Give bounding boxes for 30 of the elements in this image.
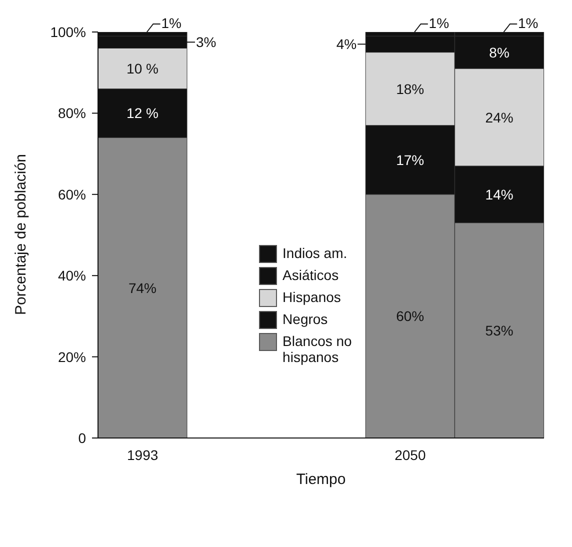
y-tick-label: 60% xyxy=(58,186,86,202)
y-tick-label: 0 xyxy=(78,430,86,446)
data-label: 18% xyxy=(396,80,424,97)
data-label: 24% xyxy=(485,109,514,126)
y-tick-label: 40% xyxy=(58,268,86,284)
data-label: 1% xyxy=(518,15,538,31)
y-axis-title: Porcentaje de población xyxy=(12,154,30,315)
data-label: 74% xyxy=(128,280,157,296)
legend-label: Indios am. xyxy=(282,245,348,261)
x-tick-label: 1993 xyxy=(127,447,158,463)
y-tick-label: 100% xyxy=(50,24,86,40)
data-label: 12 % xyxy=(126,105,158,122)
data-label: 60% xyxy=(396,308,424,324)
data-label: 1% xyxy=(428,15,450,31)
data-label: 14% xyxy=(485,186,514,202)
legend-label: Hispanos xyxy=(282,289,342,305)
data-label: 3% xyxy=(196,34,216,50)
data-label: 1% xyxy=(161,15,182,31)
data-label: 8% xyxy=(489,44,510,60)
y-tick-label: 80% xyxy=(58,105,86,122)
x-tick-label: 2050 xyxy=(394,447,426,463)
legend-label: Blancos no hispanos xyxy=(282,333,353,365)
legend-label: Asiáticos xyxy=(282,267,340,283)
x-axis-title: Tiempo xyxy=(296,471,346,488)
data-label: 10 % xyxy=(126,60,158,77)
data-label: 4% xyxy=(336,36,357,52)
legend-label: Negros xyxy=(282,311,329,327)
data-label: 17% xyxy=(396,152,424,168)
y-tick-label: 20% xyxy=(58,348,86,365)
data-label: 53% xyxy=(485,322,514,338)
